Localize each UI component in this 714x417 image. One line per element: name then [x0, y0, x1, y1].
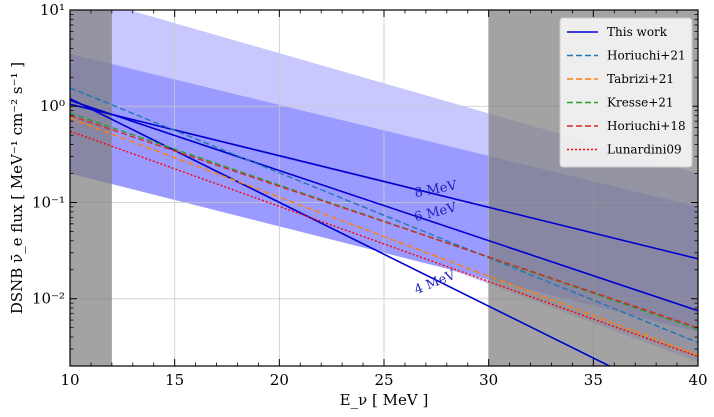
y-axis-title: DSNB ν̄_e flux [ MeV⁻¹ cm⁻² s⁻¹ ] [8, 62, 26, 314]
x-axis-title: E_ν [ MeV ] [340, 391, 429, 409]
legend-label: Tabrizi+21 [607, 72, 674, 86]
series-line-kresse-21 [70, 112, 698, 331]
legend-label: Horiuchi+18 [607, 119, 686, 133]
x-tick-label: 35 [584, 371, 603, 389]
x-tick-label: 40 [688, 371, 707, 389]
excluded-region-0 [70, 10, 112, 366]
x-tick-label: 25 [374, 371, 393, 389]
x-tick-label: 15 [165, 371, 184, 389]
series-line-lunardini09 [70, 130, 698, 358]
legend-label: Lunardini09 [607, 143, 682, 157]
legend-label: Kresse+21 [607, 96, 674, 110]
legend-label: Horiuchi+21 [607, 49, 686, 63]
series-line-horiuchi-21 [70, 87, 698, 344]
legend-box [559, 17, 693, 168]
x-tick-label: 10 [60, 371, 79, 389]
series-line-horiuchi-18 [70, 114, 698, 329]
y-tick-label: 10⁻¹ [32, 193, 65, 211]
x-tick-label: 20 [270, 371, 289, 389]
legend-label: This work [607, 25, 668, 39]
y-tick-label: 10⁻² [32, 290, 65, 308]
y-tick-label: 10¹ [40, 1, 65, 19]
series-line-tabrizi-21 [70, 117, 698, 356]
x-tick-label: 30 [479, 371, 498, 389]
axes: 10 15 20 25 30 35 40 10⁻² 10⁻¹ 10⁰ 10¹ [32, 1, 708, 389]
y-tick-label: 10⁰ [40, 97, 65, 115]
series-line-this-work-1 [70, 99, 698, 312]
legend: This work Horiuchi+21 Tabrizi+21 Kresse+21 H… [559, 17, 693, 168]
